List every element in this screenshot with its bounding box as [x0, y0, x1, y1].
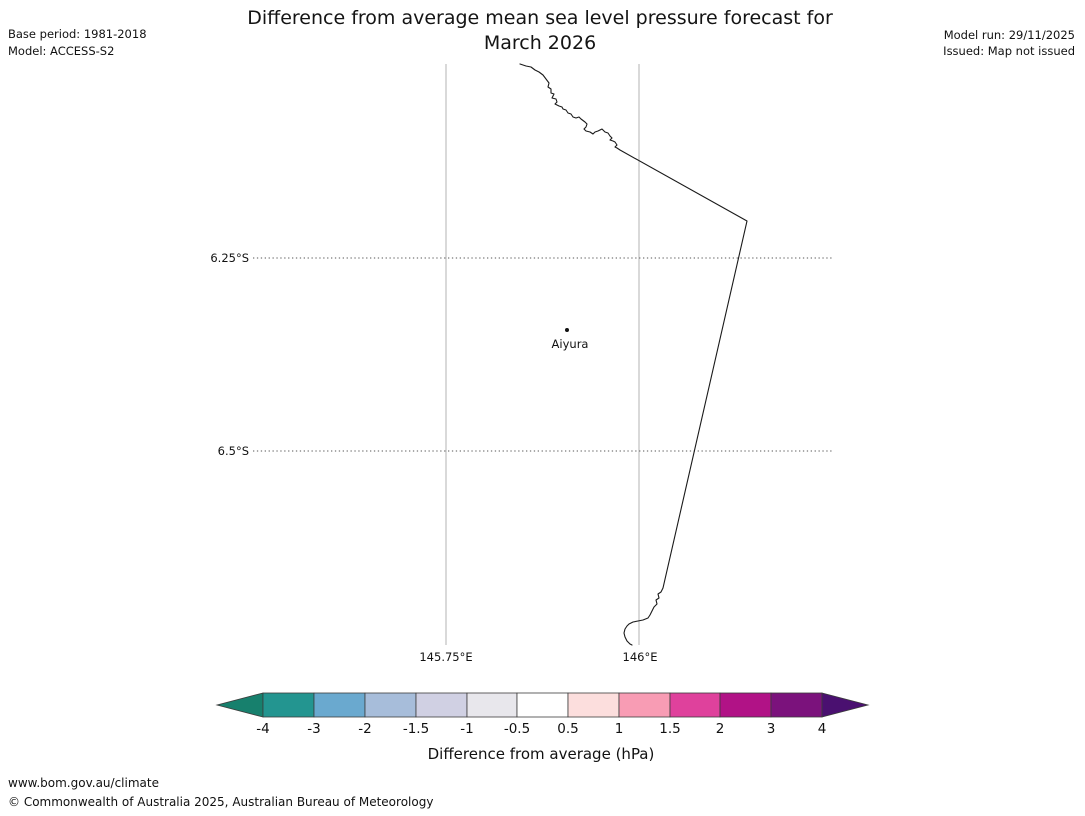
lon-label-145-75e: 145.75°E — [419, 650, 473, 664]
model-run-label: Model run: 29/11/2025 — [943, 28, 1075, 42]
colorbar-segment — [770, 692, 823, 718]
colorbar-tick: -1.5 — [402, 721, 430, 737]
colorbar-segment — [262, 692, 315, 718]
colorbar-segment — [516, 692, 569, 718]
base-period-label: Base period: 1981-2018 — [8, 27, 147, 41]
colorbar-tick: 0.5 — [557, 721, 579, 737]
run-metadata-right: Model run: 29/11/2025 Issued: Map not is… — [943, 27, 1075, 59]
colorbar-tick: 3 — [766, 721, 776, 737]
page-title: Difference from average mean sea level p… — [247, 7, 833, 54]
colorbar-tick: 1.5 — [659, 721, 681, 737]
colorbar-segment — [313, 692, 366, 718]
model-label: Model: ACCESS-S2 — [8, 43, 115, 58]
colorbar-tick: -4 — [256, 721, 270, 737]
colorbar-left-arrow — [215, 692, 264, 718]
lat-label-6-5s: 6.5°S — [217, 444, 249, 458]
coastline-path — [519, 63, 748, 646]
footer-copyright: © Commonwealth of Australia 2025, Austra… — [8, 795, 434, 809]
colorbar-segment — [669, 692, 721, 718]
station-marker-dot — [565, 328, 569, 332]
issued-label: Issued: Map not issued — [943, 44, 1075, 58]
footer-url: www.bom.gov.au/climate — [8, 776, 159, 790]
colorbar-segment — [466, 692, 518, 718]
colorbar-tick: -1 — [460, 721, 474, 737]
colorbar-tick: 4 — [817, 721, 827, 737]
colorbar-segment — [364, 692, 417, 718]
colorbar-segment — [618, 692, 671, 718]
station-label-aiyura: Aiyura — [551, 337, 589, 351]
colorbar-right-arrow — [821, 692, 870, 718]
colorbar-tick: -2 — [358, 721, 372, 737]
colorbar-segment — [719, 692, 772, 718]
colorbar-segment — [567, 692, 620, 718]
colorbar-tick: -3 — [307, 721, 321, 737]
colorbar-tick: -0.5 — [503, 721, 531, 737]
lat-label-6-25s: 6.25°S — [210, 251, 249, 265]
colorbar-tick: 2 — [715, 721, 725, 737]
colorbar-segment — [415, 692, 468, 718]
lon-label-146e: 146°E — [622, 650, 658, 664]
colorbar-caption: Difference from average (hPa) — [427, 745, 655, 763]
colorbar-tick: 1 — [614, 721, 624, 737]
colorbar — [215, 692, 870, 718]
run-metadata-left: Base period: 1981-2018 Model: ACCESS-S2 — [8, 26, 147, 59]
